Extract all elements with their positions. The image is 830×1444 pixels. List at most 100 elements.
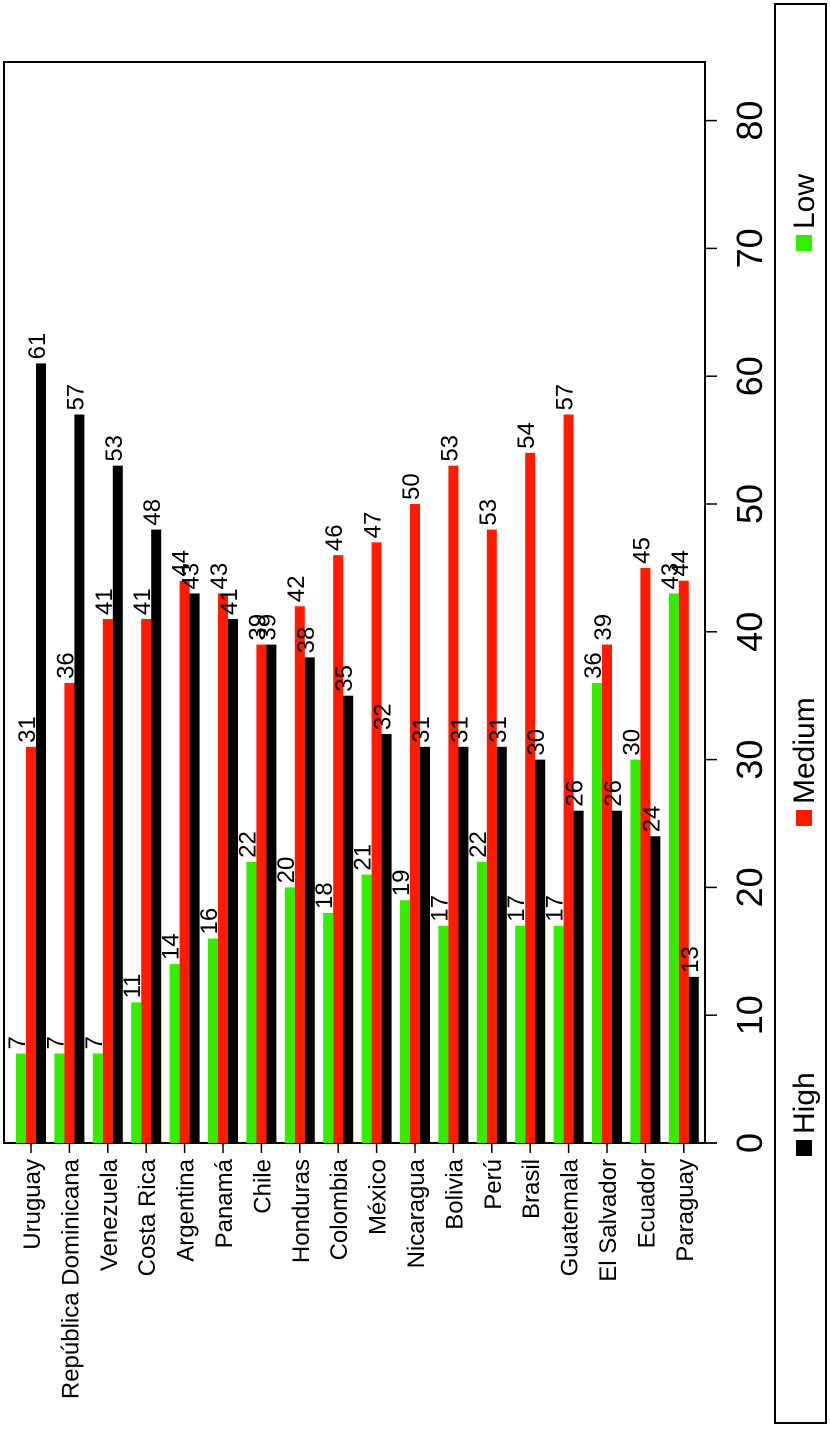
bar-medium-colombia xyxy=(333,555,344,1143)
bar-high-brasil xyxy=(535,759,546,1143)
data-label-low-venezuela: 7 xyxy=(81,1036,108,1049)
bar-high-mexico xyxy=(381,734,392,1143)
bar-low-paraguay xyxy=(668,593,679,1143)
bar-high-costa-rica xyxy=(151,529,162,1143)
data-label-high-guatemala: 26 xyxy=(562,780,589,807)
data-label-low-ecuador: 30 xyxy=(618,729,645,756)
value-tick-label: 80 xyxy=(729,101,770,141)
data-label-medium-venezuela: 41 xyxy=(91,588,118,615)
bar-high-guatemala xyxy=(573,810,584,1143)
data-label-medium-panama: 43 xyxy=(206,563,233,590)
data-label-high-peru: 31 xyxy=(485,716,512,743)
data-label-medium-honduras: 42 xyxy=(283,576,310,603)
bar-high-colombia xyxy=(343,695,354,1143)
data-label-medium-argentina: 44 xyxy=(168,550,195,577)
value-axis: 0 10 20 30 40 50 60 70 80 xyxy=(705,101,770,1153)
bar-medium-peru xyxy=(486,529,497,1143)
category-label-panama: Panamá xyxy=(211,1158,238,1248)
bar-medium-honduras xyxy=(294,606,305,1143)
bar-medium-brasil xyxy=(525,452,536,1143)
bar-medium-nicaragua xyxy=(410,504,420,1143)
data-label-medium-ecuador: 45 xyxy=(628,537,655,564)
bar-medium-republica-dominicana xyxy=(64,682,75,1143)
data-label-high-honduras: 38 xyxy=(293,627,320,654)
value-tick-label: 50 xyxy=(729,484,770,524)
category-label-argentina: Argentina xyxy=(173,1158,200,1261)
data-label-medium-republica-dominicana: 36 xyxy=(52,652,79,679)
value-tick-label: 20 xyxy=(729,867,770,907)
category-label-costa-rica: Costa Rica xyxy=(134,1158,161,1276)
bars-group xyxy=(16,363,699,1143)
data-label-medium-chile: 39 xyxy=(244,614,271,641)
data-label-low-el-salvador: 36 xyxy=(580,652,607,679)
category-label-paraguay: Paraguay xyxy=(672,1159,699,1262)
data-label-low-chile: 22 xyxy=(234,831,261,858)
data-label-high-paraguay: 13 xyxy=(677,946,704,973)
bar-low-venezuela xyxy=(92,1053,103,1143)
category-label-peru: Perú xyxy=(480,1159,507,1210)
bar-low-panama xyxy=(208,938,218,1143)
value-tick-label: 0 xyxy=(729,1133,770,1153)
category-label-chile: Chile xyxy=(249,1159,276,1214)
bar-low-argentina xyxy=(169,964,180,1143)
data-label-high-panama: 41 xyxy=(216,588,243,615)
bar-high-nicaragua xyxy=(420,746,430,1143)
data-label-low-republica-dominicana: 7 xyxy=(42,1036,69,1049)
data-label-low-brasil: 17 xyxy=(503,895,530,922)
bar-high-venezuela xyxy=(112,465,123,1143)
data-label-high-venezuela: 53 xyxy=(101,435,128,462)
data-label-medium-uruguay: 31 xyxy=(14,716,41,743)
category-label-nicaragua: Nicaragua xyxy=(403,1158,430,1268)
data-label-high-ecuador: 24 xyxy=(638,806,665,833)
bar-medium-ecuador xyxy=(640,567,651,1143)
category-label-colombia: Colombia xyxy=(326,1158,353,1260)
bar-low-colombia xyxy=(323,912,334,1143)
bar-medium-costa-rica xyxy=(141,619,152,1143)
data-label-medium-peru: 53 xyxy=(475,499,502,526)
category-label-ecuador: Ecuador xyxy=(633,1159,660,1248)
legend-label-high: High xyxy=(788,1072,821,1134)
bar-medium-guatemala xyxy=(563,414,574,1143)
data-label-low-argentina: 14 xyxy=(158,933,185,960)
bar-high-ecuador xyxy=(650,836,661,1143)
bar-medium-panama xyxy=(218,593,228,1143)
data-label-low-uruguay: 7 xyxy=(4,1036,31,1049)
bar-medium-uruguay xyxy=(26,746,36,1143)
data-label-low-nicaragua: 19 xyxy=(388,869,415,896)
data-label-low-bolivia: 17 xyxy=(426,895,453,922)
data-label-low-costa-rica: 11 xyxy=(119,973,146,998)
data-label-high-colombia: 35 xyxy=(331,665,358,692)
bar-low-costa-rica xyxy=(131,1002,142,1143)
legend: High Medium Low xyxy=(774,3,827,1424)
category-label-guatemala: Guatemala xyxy=(557,1158,584,1276)
legend-label-medium: Medium xyxy=(788,697,821,804)
data-label-high-republica-dominicana: 57 xyxy=(62,384,89,411)
bar-low-el-salvador xyxy=(592,682,602,1143)
category-label-honduras: Honduras xyxy=(288,1159,315,1263)
category-label-venezuela: Venezuela xyxy=(96,1158,123,1271)
data-label-high-brasil: 30 xyxy=(523,729,550,756)
data-label-low-honduras: 20 xyxy=(273,857,300,884)
bar-high-panama xyxy=(228,619,238,1143)
value-tick-label: 70 xyxy=(729,228,770,268)
bar-low-guatemala xyxy=(553,925,564,1143)
bar-low-peru xyxy=(476,861,487,1143)
data-label-medium-nicaragua: 50 xyxy=(398,473,425,500)
data-labels-group: 7316173657741531141481444431643412239392… xyxy=(4,333,704,1050)
bar-low-mexico xyxy=(361,874,372,1143)
data-label-medium-bolivia: 53 xyxy=(436,435,463,462)
bar-low-brasil xyxy=(515,925,526,1143)
data-label-medium-brasil: 54 xyxy=(513,422,540,449)
category-label-uruguay: Uruguay xyxy=(19,1159,46,1250)
bar-high-peru xyxy=(496,746,507,1143)
data-label-low-mexico: 21 xyxy=(350,844,377,871)
bar-high-paraguay xyxy=(688,976,699,1143)
bar-medium-argentina xyxy=(179,580,190,1143)
bar-high-uruguay xyxy=(36,363,46,1143)
data-label-medium-guatemala: 57 xyxy=(552,384,579,411)
data-label-medium-colombia: 46 xyxy=(321,524,348,551)
category-label-el-salvador: El Salvador xyxy=(595,1159,622,1282)
legend-swatch-low xyxy=(796,235,812,251)
bar-medium-bolivia xyxy=(448,465,459,1143)
